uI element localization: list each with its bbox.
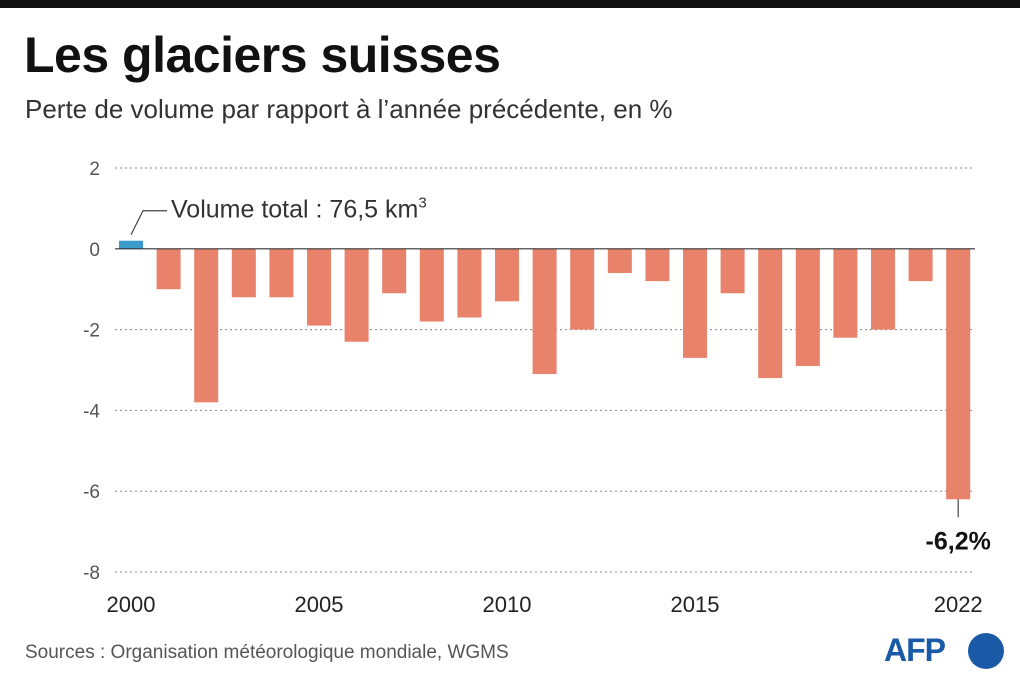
bar <box>495 248 519 302</box>
bar <box>457 248 482 318</box>
sources-note: Sources : Organisation météorologique mo… <box>25 642 509 663</box>
chart-subtitle: Perte de volume par rapport à l’année pr… <box>25 94 673 124</box>
y-tick-label: 0 <box>89 240 100 261</box>
bar <box>269 248 294 298</box>
bar <box>194 248 219 403</box>
bar <box>382 248 407 294</box>
chart-title: Les glaciers suisses <box>24 27 501 83</box>
annotation-total-volume: Volume total : 76,5 km3 <box>171 195 427 224</box>
y-tick-label: -8 <box>83 563 100 584</box>
y-tick-label: -2 <box>83 321 100 342</box>
bar <box>607 248 632 274</box>
bar <box>720 248 745 294</box>
y-tick-label: -6 <box>83 482 100 503</box>
y-tick-label: 2 <box>89 159 100 180</box>
bar <box>156 248 181 290</box>
bar <box>946 248 971 500</box>
bar <box>307 248 331 326</box>
x-tick-label: 2000 <box>107 592 156 617</box>
bar <box>231 248 256 298</box>
bar <box>795 248 820 366</box>
bar <box>683 248 707 358</box>
bar <box>833 248 858 338</box>
x-tick-label: 2005 <box>295 592 344 617</box>
afp-logo-dot <box>968 633 1004 669</box>
x-tick-label: 2010 <box>483 592 532 617</box>
annotation-leader <box>130 210 167 235</box>
annotation-last-value: -6,2% <box>926 527 991 555</box>
bar <box>645 248 670 282</box>
bar <box>908 248 933 282</box>
x-tick-label: 2022 <box>934 592 983 617</box>
bar <box>532 248 557 375</box>
bar <box>871 248 895 330</box>
x-tick-label: 2015 <box>671 592 720 617</box>
bar <box>344 248 369 342</box>
y-tick-label: -4 <box>83 401 100 422</box>
top-rule <box>0 0 1020 8</box>
afp-logo-text: AFP <box>884 632 946 668</box>
bar <box>570 248 595 330</box>
bar <box>119 240 143 249</box>
afp-logo: AFP <box>884 630 1004 672</box>
bar <box>419 248 444 322</box>
bar <box>758 248 783 379</box>
